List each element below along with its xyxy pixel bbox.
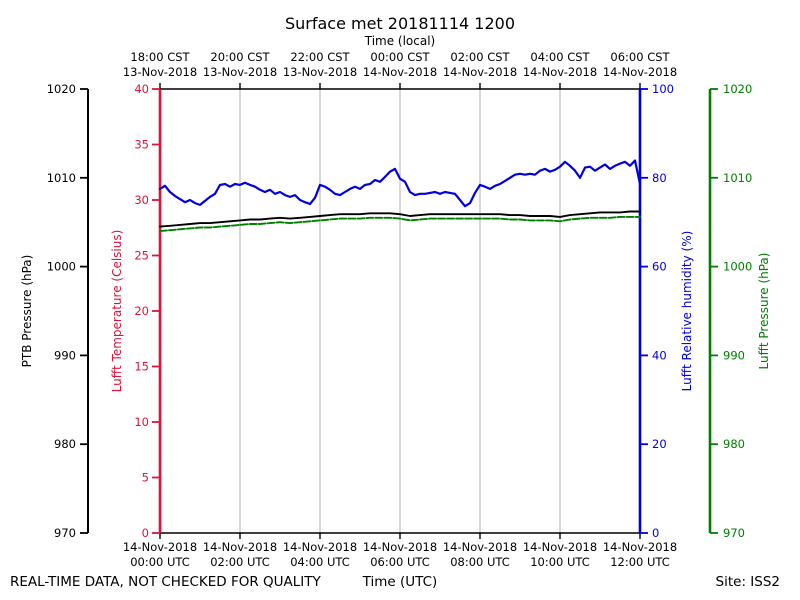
bottom-tick-time-label: 02:00 UTC <box>210 555 270 569</box>
top-tick-time-label: 22:00 CST <box>290 50 350 64</box>
y-tick-label-temperature: 10 <box>134 415 149 429</box>
bottom-tick-time-label: 08:00 UTC <box>450 555 510 569</box>
y-tick-label-temperature: 30 <box>134 193 149 207</box>
series-line-lufft-pressure <box>159 215 641 233</box>
y-tick-label-humidity: 60 <box>652 260 667 274</box>
y-tick-label-temperature: 25 <box>134 249 149 263</box>
y-tick-label-humidity: 20 <box>652 437 667 451</box>
bottom-tick-time-label: 06:00 UTC <box>370 555 430 569</box>
data-quality-disclaimer: REAL-TIME DATA, NOT CHECKED FOR QUALITY <box>10 574 321 590</box>
y-tick-label-ptb: 990 <box>54 348 76 362</box>
bottom-axis-label: Time (UTC) <box>362 574 438 590</box>
series-line-ptb-pressure <box>159 210 641 228</box>
chart-title: Surface met 20181114 1200 <box>284 14 516 33</box>
series-line-lufft-relative-humidity <box>158 159 642 208</box>
bottom-tick-time-label: 12:00 UTC <box>610 555 670 569</box>
top-tick-date-label: 14-Nov-2018 <box>523 65 597 79</box>
top-axis-label: Time (local) <box>364 34 436 48</box>
bottom-tick-date-label: 14-Nov-2018 <box>603 540 677 554</box>
y-tick-label-lufft_pressure: 1020 <box>723 82 752 96</box>
y-tick-label-temperature: 15 <box>134 360 149 374</box>
y-tick-label-humidity: 80 <box>652 171 667 185</box>
site-label: Site: ISS2 <box>715 574 780 590</box>
y-tick-label-temperature: 35 <box>134 138 149 152</box>
top-tick-date-label: 13-Nov-2018 <box>283 65 357 79</box>
y-tick-label-humidity: 40 <box>652 348 667 362</box>
bottom-tick-date-label: 14-Nov-2018 <box>363 540 437 554</box>
top-tick-date-label: 14-Nov-2018 <box>363 65 437 79</box>
bottom-tick-time-label: 04:00 UTC <box>290 555 350 569</box>
y-axis-label-temperature: Lufft Temperature (Celsius) <box>110 229 124 393</box>
top-tick-time-label: 18:00 CST <box>130 50 190 64</box>
bottom-tick-time-label: 00:00 UTC <box>130 555 190 569</box>
bottom-tick-time-label: 10:00 UTC <box>530 555 590 569</box>
y-tick-label-ptb: 980 <box>54 437 76 451</box>
top-tick-date-label: 14-Nov-2018 <box>443 65 517 79</box>
y-tick-label-lufft_pressure: 970 <box>723 526 745 540</box>
top-tick-time-label: 20:00 CST <box>210 50 270 64</box>
bottom-tick-date-label: 14-Nov-2018 <box>283 540 357 554</box>
y-axis-label-ptb-pressure: PTB Pressure (hPa) <box>20 254 34 368</box>
bottom-tick-date-label: 14-Nov-2018 <box>523 540 597 554</box>
y-tick-label-ptb: 1000 <box>47 260 76 274</box>
y-axis-label-humidity: Lufft Relative humidity (%) <box>680 230 694 392</box>
y-tick-label-lufft_pressure: 1010 <box>723 171 752 185</box>
y-tick-label-temperature: 0 <box>142 526 149 540</box>
y-tick-label-lufft_pressure: 980 <box>723 437 745 451</box>
bottom-tick-date-label: 14-Nov-2018 <box>443 540 517 554</box>
y-tick-label-temperature: 40 <box>134 82 149 96</box>
top-tick-time-label: 06:00 CST <box>610 50 670 64</box>
y-tick-label-ptb: 1020 <box>47 82 76 96</box>
bottom-tick-date-label: 14-Nov-2018 <box>123 540 197 554</box>
top-tick-time-label: 00:00 CST <box>370 50 430 64</box>
top-tick-date-label: 13-Nov-2018 <box>203 65 277 79</box>
top-tick-time-label: 02:00 CST <box>450 50 510 64</box>
y-tick-label-ptb: 970 <box>54 526 76 540</box>
y-tick-label-temperature: 5 <box>142 471 149 485</box>
y-tick-label-lufft_pressure: 1000 <box>723 260 752 274</box>
top-tick-date-label: 13-Nov-2018 <box>123 65 197 79</box>
y-tick-label-ptb: 1010 <box>47 171 76 185</box>
y-tick-label-humidity: 0 <box>652 526 659 540</box>
y-tick-label-humidity: 100 <box>652 82 674 96</box>
y-axis-label-lufft-pressure: Lufft Pressure (hPa) <box>757 252 771 370</box>
y-tick-label-lufft_pressure: 990 <box>723 348 745 362</box>
top-tick-time-label: 04:00 CST <box>530 50 590 64</box>
bottom-tick-date-label: 14-Nov-2018 <box>203 540 277 554</box>
y-tick-label-temperature: 20 <box>134 304 149 318</box>
top-tick-date-label: 14-Nov-2018 <box>603 65 677 79</box>
